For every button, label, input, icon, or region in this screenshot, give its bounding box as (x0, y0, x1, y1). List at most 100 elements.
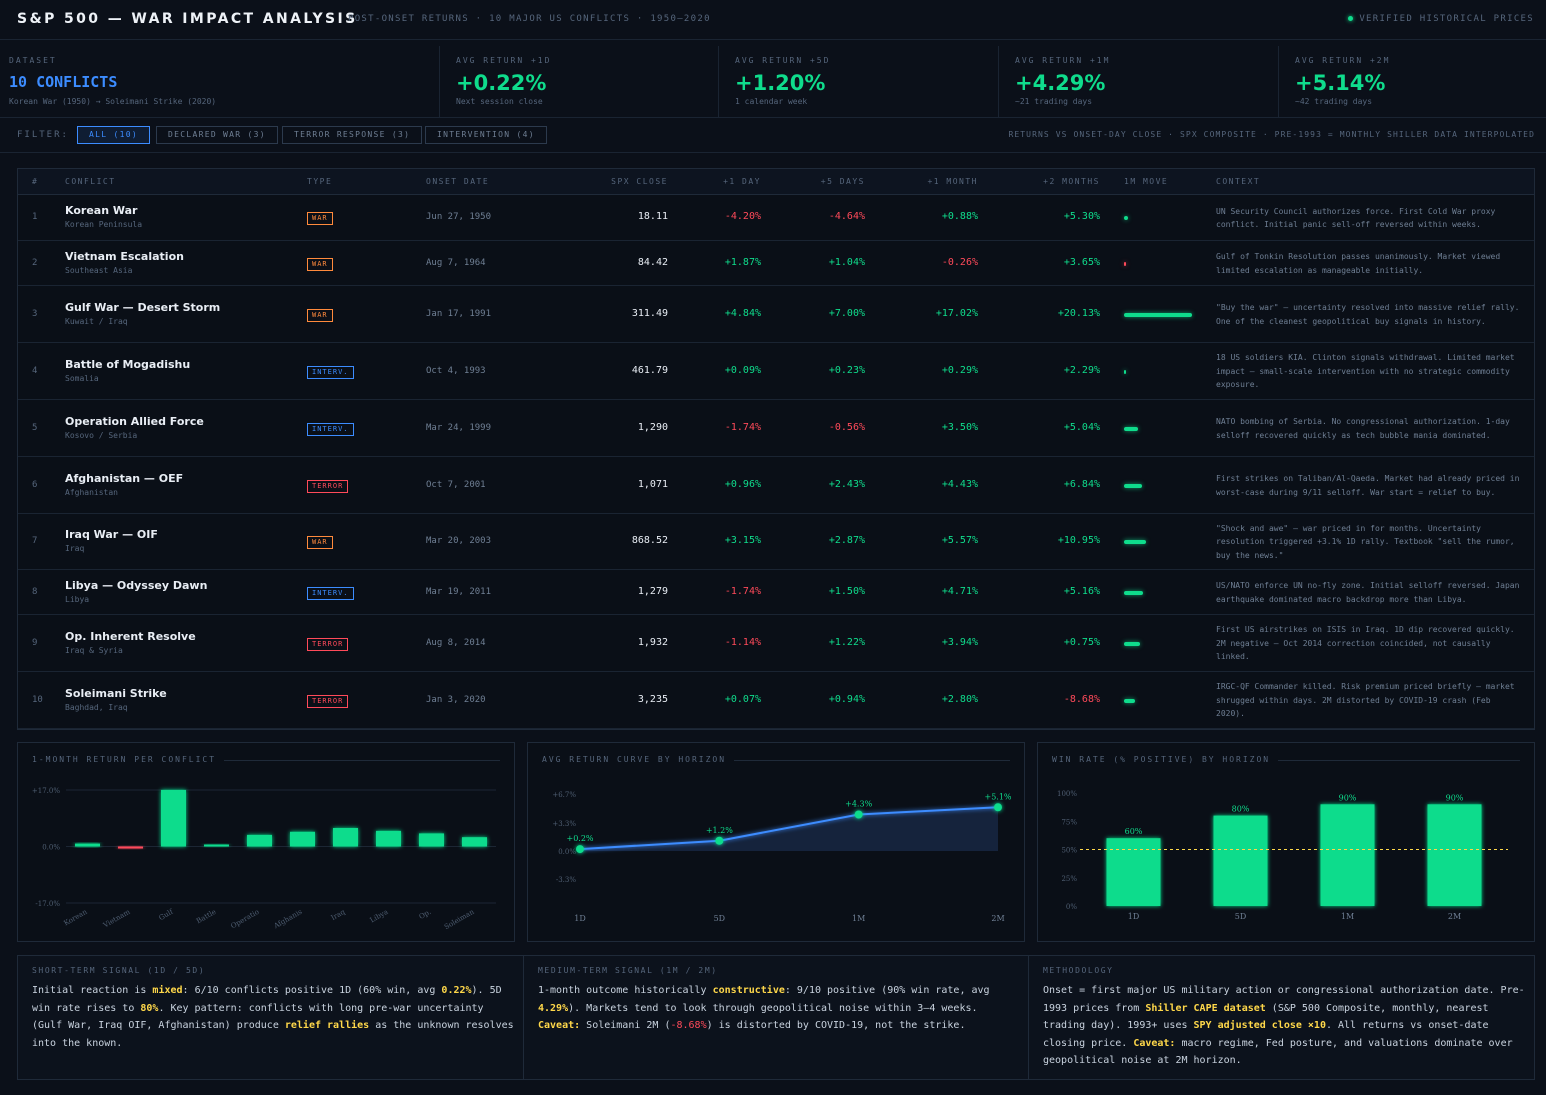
column-header-1-month[interactable]: +1 MONTH (927, 177, 978, 186)
context-text: 18 US soldiers KIA. Clinton signals with… (1216, 353, 1515, 390)
stat-note: ~21 trading days (1015, 97, 1093, 106)
stats-row: DATASET 10 CONFLICTS Korean War (1950) →… (0, 46, 1546, 118)
move-bar (1124, 369, 1126, 374)
return-5-days: +1.50% (828, 585, 865, 597)
note-text: . Key pattern: conflicts with long pre-w… (32, 1002, 484, 1032)
stat-value: 10 CONFLICTS (9, 73, 118, 91)
row-index: 3 (32, 308, 38, 319)
spx-close: 461.79 (631, 364, 668, 376)
note-short-term: SHORT-TERM SIGNAL (1D / 5D) Initial reac… (18, 956, 524, 1079)
column-header-1m-move[interactable]: 1M MOVE (1124, 177, 1169, 186)
table-row[interactable]: 8 Libya — Odyssey Dawn Libya INTERV. Mar 19,… (18, 570, 1534, 615)
note-methodology: METHODOLOGY Onset = first major US milit… (1029, 956, 1534, 1079)
x-tick-label: 5D (714, 914, 726, 923)
return-2-months: +3.65% (1063, 256, 1100, 268)
spx-close: 1,932 (637, 636, 668, 648)
conflict-region: Southeast Asia (65, 265, 133, 275)
context-text: First US airstrikes on ISIS in Iraq. 1D … (1216, 625, 1515, 662)
table-row[interactable]: 4 Battle of Mogadishu Somalia INTERV. Oct 4,… (18, 343, 1534, 400)
filter-chip-all[interactable]: ALL (10) (77, 126, 150, 144)
table-row[interactable]: 2 Vietnam Escalation Southeast Asia WAR Aug … (18, 241, 1534, 286)
series-line (579, 806, 999, 851)
data-label: 60% (1125, 827, 1143, 836)
filter-bar: FILTER: ALL (10) DECLARED WAR (3) TERROR… (0, 118, 1546, 153)
bar (75, 843, 100, 847)
conflict-name: Battle of Mogadishu (65, 357, 191, 371)
return-5-days: +1.04% (828, 256, 865, 268)
column-header-index[interactable]: # (32, 177, 39, 186)
chart-title: WIN RATE (% POSITIVE) BY HORIZON (1052, 755, 1279, 764)
table-row[interactable]: 6 Afghanistan — OEF Afghanistan TERROR Oct 7… (18, 457, 1534, 514)
chart-panel-1m-return: 1-MONTH RETURN PER CONFLICT +17.0% 0.0% -1… (17, 742, 515, 942)
spx-close: 1,279 (637, 585, 668, 597)
filter-chip-intervention[interactable]: INTERVENTION (4) (425, 126, 547, 144)
onset-date: Mar 24, 1999 (426, 422, 492, 433)
return-1-month: +4.71% (941, 585, 978, 597)
row-index: 4 (32, 365, 38, 376)
stat-note: ~42 trading days (1295, 97, 1373, 106)
return-2-months: +6.84% (1063, 478, 1100, 490)
negative-text: -8.68% (670, 1020, 707, 1032)
data-label: 90% (1339, 793, 1357, 802)
chart-1m-return-svg: +17.0% 0.0% -17.0%Korean Vietnam Gulf Battle O… (32, 787, 496, 931)
stat-value: +0.22% (456, 71, 547, 95)
y-tick-label: 0% (1066, 903, 1077, 911)
stat-note: Korean War (1950) → Soleimani Strike (20… (9, 97, 217, 106)
conflict-name: Op. Inherent Resolve (65, 629, 196, 643)
column-header-conflict[interactable]: CONFLICT (65, 177, 116, 186)
return-1-day: +3.15% (724, 535, 761, 546)
x-tick-label: 2M (1448, 912, 1461, 921)
return-1-month: +3.50% (941, 421, 978, 433)
panel-title-rule (728, 760, 1010, 761)
return-1-day: -1.74% (724, 421, 761, 433)
return-1-day: +4.84% (724, 307, 761, 319)
stat-value: +4.29% (1015, 71, 1106, 95)
x-tick-label: Afghanis (272, 908, 304, 931)
table-row[interactable]: 9 Op. Inherent Resolve Iraq & Syria TERROR A… (18, 615, 1534, 672)
column-header-spx-close[interactable]: SPX CLOSE (611, 177, 668, 186)
chart-title: AVG RETURN CURVE BY HORIZON (542, 755, 735, 764)
table-row[interactable]: 1 Korean War Korean Peninsula WAR Jun 27, 19… (18, 195, 1534, 241)
table-header: # CONFLICT TYPE ONSET DATE SPX CLOSE +1 … (18, 169, 1534, 195)
return-2-months: +2.29% (1063, 364, 1100, 376)
note-text: ). 5D win rate rises to (32, 985, 502, 1014)
highlight-text: Caveat: (538, 1020, 581, 1032)
note-title: METHODOLOGY (1043, 966, 1114, 975)
column-header-2-months[interactable]: +2 MONTHS (1043, 177, 1100, 186)
context-text: First strikes on Taliban/Al-Qaeda. Marke… (1216, 474, 1520, 497)
table-row[interactable]: 3 Gulf War — Desert Storm Kuwait / Iraq WAR… (18, 286, 1534, 343)
filter-chip-declared-war[interactable]: DECLARED WAR (3) (156, 126, 278, 144)
y-tick-label: +17.0% (32, 787, 60, 795)
column-header-1-day[interactable]: +1 DAY (723, 177, 761, 186)
note-medium-term: MEDIUM-TERM SIGNAL (1M / 2M) 1-month out… (524, 956, 1029, 1079)
verified-indicator: VERIFIED HISTORICAL PRICES (1348, 14, 1534, 24)
column-header-onset-date[interactable]: ONSET DATE (426, 177, 490, 186)
filter-chip-terror-response[interactable]: TERROR RESPONSE (3) (282, 126, 423, 144)
return-5-days: -4.64% (828, 211, 865, 222)
type-badge: TERROR (307, 637, 349, 651)
conflict-region: Libya (65, 594, 90, 604)
onset-date: Aug 7, 1964 (426, 257, 486, 268)
onset-date: Jun 27, 1950 (426, 212, 492, 222)
onset-date: Jan 17, 1991 (426, 308, 492, 319)
column-header-5-days[interactable]: +5 DAYS (820, 177, 865, 186)
chart-panel-avg-return-curve: AVG RETURN CURVE BY HORIZON +6.7% +3.3% 0.… (527, 742, 1025, 942)
y-tick-label: -3.3% (556, 876, 576, 884)
table-row[interactable]: 7 Iraq War — OIF Iraq WAR Mar 20, 2003 868.52… (18, 514, 1534, 570)
column-header-type[interactable]: TYPE (307, 177, 333, 186)
onset-date: Oct 4, 1993 (426, 365, 486, 376)
conflict-region: Iraq (65, 544, 85, 553)
stat-label: AVG RETURN +1M (1015, 56, 1111, 65)
table-row[interactable]: 10 Soleimani Strike Baghdad, Iraq TERROR Jan… (18, 672, 1534, 729)
note-text: ) is distorted by COVID-19, not the stri… (706, 1020, 966, 1032)
bar (1427, 804, 1482, 906)
table-row[interactable]: 5 Operation Allied Force Kosovo / Serbia IN… (18, 400, 1534, 457)
data-point (576, 845, 584, 854)
move-bar (1124, 698, 1136, 703)
conflict-name: Libya — Odyssey Dawn (65, 578, 208, 592)
column-header-context[interactable]: CONTEXT (1216, 177, 1261, 186)
bar (118, 846, 143, 849)
return-2-months: +5.04% (1063, 421, 1100, 433)
bar (1213, 815, 1268, 906)
type-badge: WAR (307, 308, 333, 322)
